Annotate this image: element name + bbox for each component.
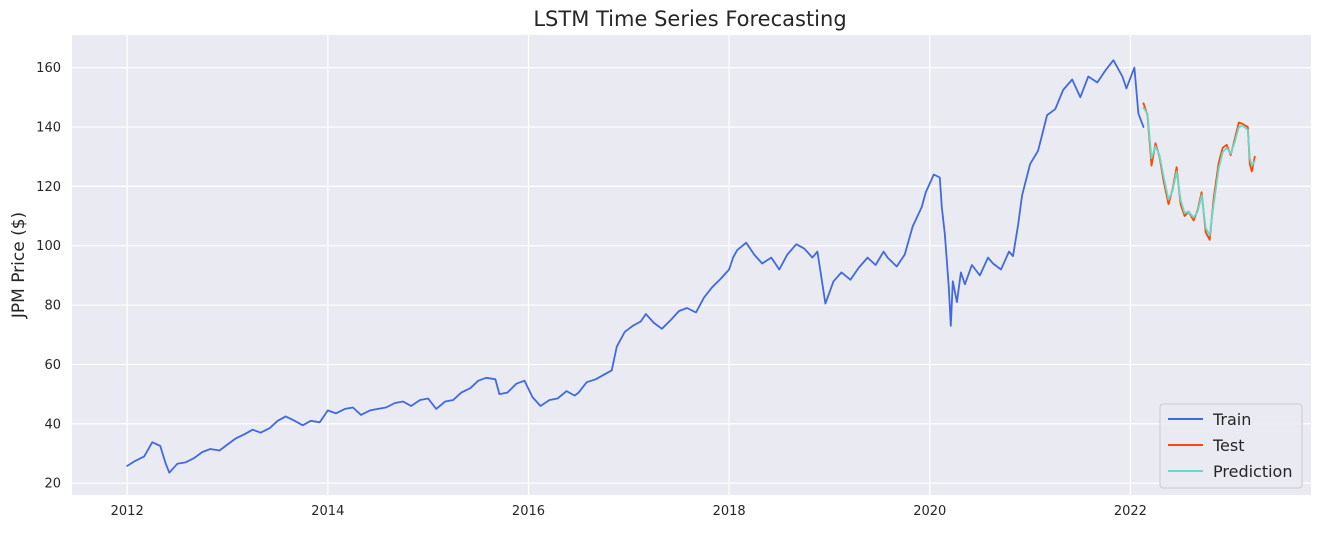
legend-label-prediction: Prediction: [1213, 462, 1292, 481]
x-tick-label: 2014: [311, 504, 344, 519]
legend-label-train: Train: [1212, 410, 1251, 429]
y-gridlines: [72, 67, 1311, 484]
y-tick-label: 80: [44, 299, 61, 314]
x-axis-tick-labels: 2012 2014 2016 2018 2020 2022: [111, 504, 1147, 519]
legend-label-test: Test: [1212, 436, 1245, 455]
series-layer: [126, 59, 1256, 474]
y-tick-label: 100: [36, 239, 61, 254]
y-axis-label: JPM Price ($): [9, 212, 29, 319]
x-tick-label: 2022: [1114, 504, 1147, 519]
y-tick-label: 160: [36, 61, 61, 76]
y-tick-label: 40: [44, 417, 61, 432]
x-tick-label: 2012: [111, 504, 144, 519]
y-tick-label: 60: [44, 358, 61, 373]
x-tick-label: 2020: [913, 504, 946, 519]
y-tick-label: 20: [44, 477, 61, 492]
series-line-train: [126, 59, 1145, 474]
plot-area: [72, 35, 1311, 495]
y-tick-label: 120: [36, 180, 61, 195]
x-tick-label: 2018: [713, 504, 746, 519]
x-tick-label: 2016: [512, 504, 545, 519]
x-gridlines: [126, 35, 1132, 495]
y-tick-label: 140: [36, 121, 61, 136]
legend-box: [1159, 403, 1303, 489]
legend: Train Test Prediction: [1159, 403, 1303, 489]
y-axis-tick-labels: 20 40 60 80 100 120 140 160: [36, 61, 61, 491]
series-line-prediction: [1142, 106, 1256, 237]
chart-title: LSTM Time Series Forecasting: [533, 7, 846, 31]
